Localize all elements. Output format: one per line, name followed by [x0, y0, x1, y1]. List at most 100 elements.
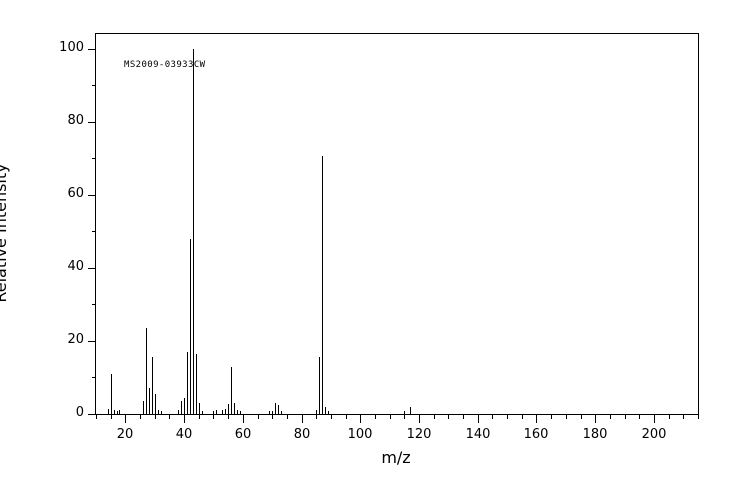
- x-axis-tick-label: 60: [234, 427, 252, 442]
- x-axis-minor-tick: [448, 415, 449, 419]
- x-axis-minor-tick: [639, 415, 640, 419]
- y-axis-tick-label: 80: [67, 113, 84, 128]
- spectrum-peak: [181, 401, 182, 414]
- spectrum-peak: [222, 410, 223, 414]
- y-axis-minor-tick: [92, 231, 96, 232]
- spectrum-peak: [228, 403, 229, 414]
- x-axis-minor-tick: [507, 415, 508, 419]
- x-axis-minor-tick: [683, 415, 684, 419]
- x-axis-minor-tick: [551, 415, 552, 419]
- x-axis-tick-label: 100: [347, 427, 373, 442]
- spectrum-peak: [149, 388, 150, 414]
- y-axis-tick-label: 40: [67, 259, 84, 274]
- spectrum-peak: [322, 156, 323, 414]
- spectrum-peak: [117, 411, 118, 414]
- x-axis-tick-label: 160: [523, 427, 549, 442]
- spectrum-peak: [193, 48, 194, 414]
- x-axis-minor-tick: [346, 415, 347, 419]
- spectrum-peak: [178, 410, 179, 414]
- y-axis-tick-label: 20: [67, 332, 84, 347]
- x-axis-minor-tick: [169, 415, 170, 419]
- x-axis-minor-tick: [199, 415, 200, 419]
- x-axis-major-tick: [536, 415, 537, 423]
- spectrum-peak: [237, 409, 238, 414]
- x-axis-major-tick: [478, 415, 479, 423]
- x-axis-minor-tick: [698, 415, 699, 419]
- x-axis-major-tick: [419, 415, 420, 423]
- x-axis-minor-tick: [375, 415, 376, 419]
- y-axis-major-tick: [88, 268, 96, 269]
- x-axis-major-tick: [302, 415, 303, 423]
- spectrum-peak: [119, 410, 120, 414]
- spectrum-peak: [240, 411, 241, 414]
- x-axis-minor-tick: [463, 415, 464, 419]
- x-axis-tick-label: 140: [465, 427, 491, 442]
- x-axis-tick-label: 20: [116, 427, 134, 442]
- x-axis-minor-tick: [669, 415, 670, 419]
- x-axis-minor-tick: [434, 415, 435, 419]
- spectrum-peak: [269, 411, 270, 414]
- x-axis-tick-label: 40: [175, 427, 193, 442]
- x-axis-title: m/z: [381, 448, 411, 467]
- y-axis-major-tick: [88, 414, 96, 415]
- x-axis-minor-tick: [316, 415, 317, 419]
- x-axis-minor-tick: [287, 415, 288, 419]
- x-axis-minor-tick: [522, 415, 523, 419]
- y-axis-major-tick: [88, 195, 96, 196]
- x-axis-major-tick: [595, 415, 596, 423]
- y-axis-tick-label: 60: [67, 186, 84, 201]
- spectrum-peak: [152, 357, 153, 414]
- x-axis-major-tick: [184, 415, 185, 423]
- spectrum-peak: [231, 366, 232, 414]
- spectrum-peak: [272, 410, 273, 414]
- spectrum-peak: [213, 411, 214, 414]
- x-axis-major-tick: [125, 415, 126, 423]
- y-axis-major-tick: [88, 122, 96, 123]
- spectrum-peak: [225, 409, 226, 414]
- spectrum-peak: [328, 411, 329, 414]
- x-axis-minor-tick: [625, 415, 626, 419]
- spectrum-peak: [190, 238, 191, 414]
- plot-area: 20 40 60 80 100 120 140 160 180 200 0 20 40 60 80 100: [59, 33, 699, 442]
- spectrum-peak: [114, 410, 115, 414]
- spectrum-id-annotation: MS2009-03933CW: [124, 60, 206, 70]
- spectrum-peak: [404, 411, 405, 414]
- x-axis-minor-tick: [492, 415, 493, 419]
- x-axis-minor-tick: [258, 415, 259, 419]
- x-axis-tick-label: 180: [582, 427, 608, 442]
- spectrum-peak: [234, 403, 235, 414]
- x-axis-minor-tick: [331, 415, 332, 419]
- x-axis-major-tick: [360, 415, 361, 423]
- x-axis-tick-label: 200: [641, 427, 667, 442]
- spectrum-peak: [319, 357, 320, 414]
- x-axis-tick-label: 120: [406, 427, 432, 442]
- spectrum-peaks-layer: [96, 34, 698, 414]
- spectrum-peak: [146, 328, 147, 414]
- spectrum-peak: [216, 410, 217, 414]
- x-axis-minor-tick: [404, 415, 405, 419]
- spectrum-peak: [161, 411, 162, 414]
- y-axis-minor-tick: [92, 304, 96, 305]
- spectrum-peak: [184, 397, 185, 414]
- x-axis-minor-tick: [213, 415, 214, 419]
- x-axis-tick-label: 80: [293, 427, 311, 442]
- x-axis-minor-tick: [155, 415, 156, 419]
- x-axis-major-tick: [243, 415, 244, 423]
- spectrum-peak: [108, 408, 109, 414]
- spectrum-peak: [202, 411, 203, 414]
- spectrum-peak: [316, 409, 317, 414]
- spectrum-peak: [281, 411, 282, 414]
- x-axis-minor-tick: [272, 415, 273, 419]
- spectrum-peak: [143, 401, 144, 414]
- x-axis-minor-tick: [390, 415, 391, 419]
- y-axis-minor-tick: [92, 85, 96, 86]
- spectrum-peak: [155, 393, 156, 414]
- spectrum-peak: [199, 403, 200, 414]
- spectrum-peak: [187, 351, 188, 414]
- y-axis-minor-tick: [92, 377, 96, 378]
- spectrum-peak: [278, 404, 279, 414]
- spectrum-peak: [275, 403, 276, 414]
- y-axis-tick-label: 0: [75, 405, 84, 420]
- x-axis-minor-tick: [581, 415, 582, 419]
